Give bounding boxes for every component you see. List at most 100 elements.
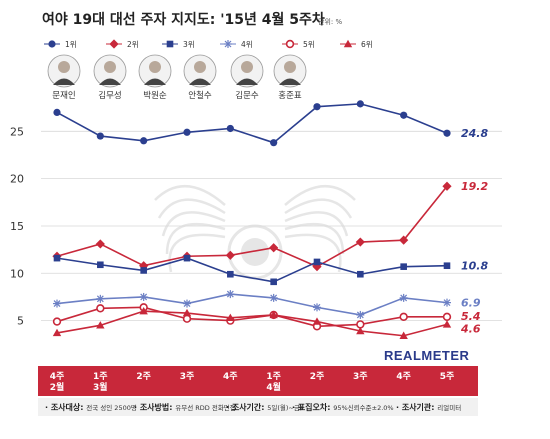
x-tick-label: 4월 xyxy=(266,381,281,393)
avatar-suit xyxy=(53,78,75,85)
data-point-박원순 xyxy=(227,270,234,278)
series-line-안철수 xyxy=(56,293,448,316)
watermark-wing xyxy=(154,185,226,206)
x-tick-label: 2주 xyxy=(136,371,151,382)
y-tick-label: 10 xyxy=(10,267,24,280)
x-tick-label: 4주 xyxy=(50,371,65,382)
data-point-박원순 xyxy=(140,267,147,274)
avatar-face xyxy=(104,61,116,73)
data-point-안철수 xyxy=(443,298,451,307)
series-group xyxy=(52,100,452,339)
watermark-emblem-center xyxy=(241,238,269,266)
data-point-박원순 xyxy=(53,254,61,262)
legend-marker xyxy=(224,40,232,48)
data-point-김문수 xyxy=(182,314,192,323)
data-point-홍준표 xyxy=(356,326,365,335)
star-stroke xyxy=(183,300,191,307)
watermark-wing xyxy=(168,233,226,273)
star-stroke xyxy=(96,295,104,303)
data-point-박원순 xyxy=(97,261,104,269)
data-point-문재인 xyxy=(400,111,408,119)
series-line-박원순 xyxy=(56,257,448,283)
avatar-face xyxy=(149,61,161,73)
y-tick-label: 5 xyxy=(17,315,24,328)
star-stroke xyxy=(443,299,451,307)
star-stroke xyxy=(224,40,232,48)
data-point-안철수 xyxy=(356,310,365,319)
avatar-face xyxy=(241,61,253,73)
x-tick-label: 1주 xyxy=(93,371,108,382)
data-point-박원순 xyxy=(270,278,277,286)
watermark-wing xyxy=(284,198,353,219)
avatar-suit xyxy=(279,78,301,85)
series-line-문재인 xyxy=(56,103,448,144)
chart-title: 여야 19대 대선 주자 지지도: '15년 4월 5주차 xyxy=(42,11,325,28)
end-value-label: 24.8 xyxy=(461,127,488,140)
end-value-label: 4.6 xyxy=(460,322,481,335)
data-point-김무성 xyxy=(399,235,409,245)
end-value-label: 6.9 xyxy=(461,297,481,310)
data-point-홍준표 xyxy=(269,310,278,319)
x-tick-label: 4주 xyxy=(396,371,411,382)
data-point-김무성 xyxy=(225,250,235,260)
x-axis-band xyxy=(38,366,478,396)
legend-marker xyxy=(343,39,353,48)
candidate-name: 홍준표 xyxy=(278,90,302,101)
x-tick-label: 3주 xyxy=(353,371,368,382)
star-stroke xyxy=(140,293,148,301)
data-point-문재인 xyxy=(443,129,451,137)
end-value-label: 19.2 xyxy=(461,180,488,193)
footer-item: · 조사기관: 리얼미터 xyxy=(396,402,461,412)
legend-label: 2위 xyxy=(127,40,139,49)
data-point-박원순 xyxy=(400,263,407,270)
data-point-홍준표 xyxy=(96,321,105,329)
data-point-안철수 xyxy=(139,292,148,301)
data-point-홍준표 xyxy=(312,317,322,325)
legend-label: 4위 xyxy=(241,40,253,49)
series-line-김무성 xyxy=(56,185,448,268)
x-tick-label: 4주 xyxy=(223,371,238,382)
end-labels: 24.8 19.2 10.8 6.95.44.6 xyxy=(460,127,488,335)
data-point-문재인 xyxy=(53,108,61,116)
data-point-문재인 xyxy=(96,132,104,140)
watermark-wing xyxy=(157,198,226,219)
star-stroke xyxy=(313,303,321,311)
data-point-문재인 xyxy=(356,100,364,108)
data-point-홍준표 xyxy=(182,308,192,317)
data-point-홍준표 xyxy=(52,328,62,337)
data-point-박원순 xyxy=(357,270,364,278)
star-stroke xyxy=(270,294,278,302)
x-tick-label: 3주 xyxy=(180,371,195,382)
data-point-홍준표 xyxy=(139,306,148,315)
end-value-label: 10.8 xyxy=(461,260,488,273)
avatar-suit xyxy=(144,78,166,85)
avatar-suit xyxy=(236,78,258,85)
candidate-name: 문재인 xyxy=(52,90,75,101)
data-point-안철수 xyxy=(183,299,191,308)
x-tick-label: 2월 xyxy=(50,381,65,393)
data-point-홍준표 xyxy=(226,313,235,321)
candidate-photos: 문재인 김무성 박원순 안철수 김문수 홍준표 xyxy=(47,54,307,101)
data-point-문재인 xyxy=(183,128,191,136)
footer-item: · 조사기간: 5일(월)~금) xyxy=(226,402,302,412)
data-point-박원순 xyxy=(313,258,321,266)
legend-marker xyxy=(48,40,56,48)
data-point-안철수 xyxy=(269,293,278,302)
data-point-문재인 xyxy=(140,137,148,145)
data-point-김무성 xyxy=(442,181,452,191)
data-point-문재인 xyxy=(270,139,278,147)
data-point-홍준표 xyxy=(399,331,408,339)
footer-item: · 조사대상: 전국 성인 2500명 xyxy=(45,402,137,412)
candidate-name: 김무성 xyxy=(98,90,121,101)
data-point-안철수 xyxy=(96,294,105,303)
legend-marker xyxy=(166,40,174,48)
data-point-김무성 xyxy=(355,237,365,247)
end-value-label: 5.4 xyxy=(461,310,481,323)
data-point-박원순 xyxy=(443,262,451,270)
x-tick-label: 3월 xyxy=(93,381,108,393)
avatar-face xyxy=(194,61,206,73)
watermark-wing xyxy=(284,233,342,273)
avatar-face xyxy=(284,61,296,73)
